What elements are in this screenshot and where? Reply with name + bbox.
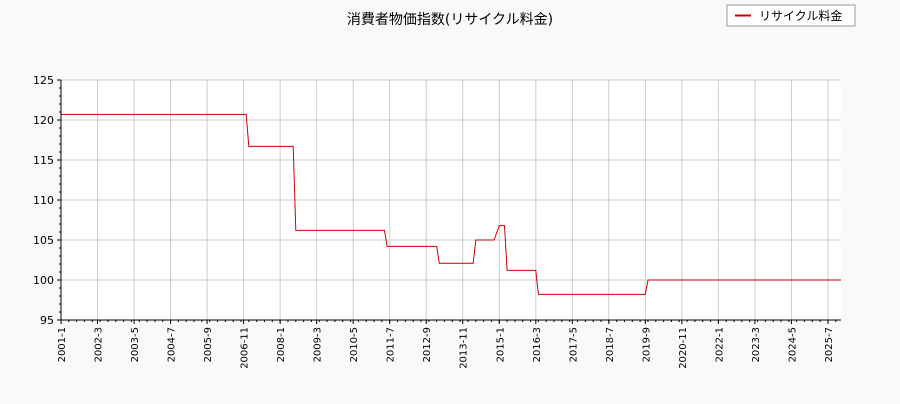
legend: リサイクル料金 — [726, 4, 856, 27]
chart-title: 消費者物価指数(リサイクル料金) — [347, 12, 553, 28]
x-tick-label: 2001-1 — [57, 327, 68, 362]
x-tick-label: 2009-3 — [313, 327, 324, 362]
x-tick-label: 2008-1 — [276, 327, 287, 362]
x-tick-label: 2004-7 — [167, 327, 178, 362]
y-tick-label: 110 — [33, 194, 54, 207]
x-tick-label: 2012-9 — [422, 327, 433, 362]
legend-series-label: リサイクル料金 — [759, 8, 842, 23]
x-tick-label: 2017-5 — [568, 327, 579, 362]
x-tick-label: 2005-9 — [203, 327, 214, 362]
x-tick-label: 2020-11 — [678, 327, 689, 369]
y-tick-label: 95 — [40, 314, 54, 327]
x-tick-label: 2025-7 — [824, 327, 835, 362]
x-tick-label: 2002-3 — [94, 327, 105, 362]
x-tick-label: 2018-7 — [605, 327, 616, 362]
axes-layer — [57, 79, 841, 324]
series-line — [61, 113, 841, 295]
tick-label-layer: 95 100 105 110 115 120 125 2001-1 2002-3 2003-5 20… — [33, 74, 835, 369]
y-tick-label: 100 — [33, 274, 54, 287]
x-tick-label: 2011-7 — [386, 327, 397, 362]
grid-layer — [60, 79, 841, 321]
y-tick-label: 125 — [33, 74, 54, 87]
x-tick-label: 2024-5 — [787, 327, 798, 362]
x-tick-label: 2016-3 — [532, 327, 543, 362]
x-tick-label: 2019-9 — [641, 327, 652, 362]
y-tick-label: 120 — [33, 114, 54, 127]
x-tick-label: 2023-3 — [751, 327, 762, 362]
x-tick-label: 2022-1 — [714, 327, 725, 362]
x-tick-label: 2015-1 — [495, 327, 506, 362]
x-tick-label: 2006-11 — [240, 327, 251, 369]
series-layer — [61, 113, 841, 295]
y-tick-label: 105 — [33, 234, 54, 247]
legend-box — [726, 4, 856, 27]
x-tick-label: 2013-11 — [459, 327, 470, 369]
x-tick-label: 2010-5 — [349, 327, 360, 362]
x-tick-label: 2003-5 — [130, 327, 141, 362]
y-tick-label: 115 — [33, 154, 54, 167]
